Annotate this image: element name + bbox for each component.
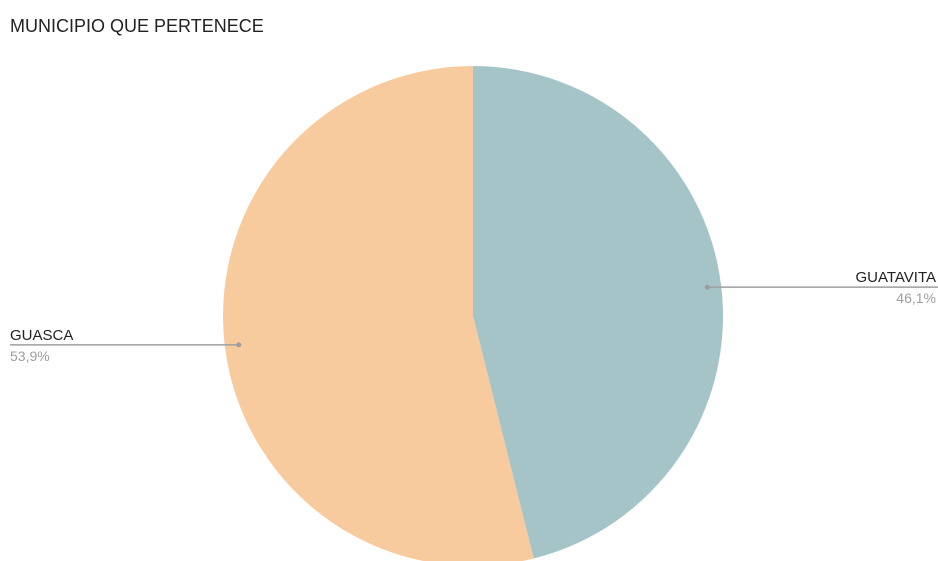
slice-label-guasca: GUASCA — [10, 327, 73, 344]
slice-percent-guasca: 53,9% — [10, 348, 50, 364]
pie-labels: GUATAVITA 46,1% GUASCA 53,9% — [10, 269, 938, 364]
leader-dot-guasca — [236, 342, 242, 348]
slice-label-guatavita: GUATAVITA — [855, 269, 936, 286]
slice-percent-guatavita: 46,1% — [896, 290, 936, 306]
pie-slices — [223, 66, 723, 561]
chart-title: MUNICIPIO QUE PERTENECE — [10, 16, 264, 36]
pie-slice-guasca[interactable] — [223, 66, 534, 561]
leader-dot-guatavita — [704, 284, 710, 290]
pie-slice-guatavita[interactable] — [473, 66, 723, 559]
